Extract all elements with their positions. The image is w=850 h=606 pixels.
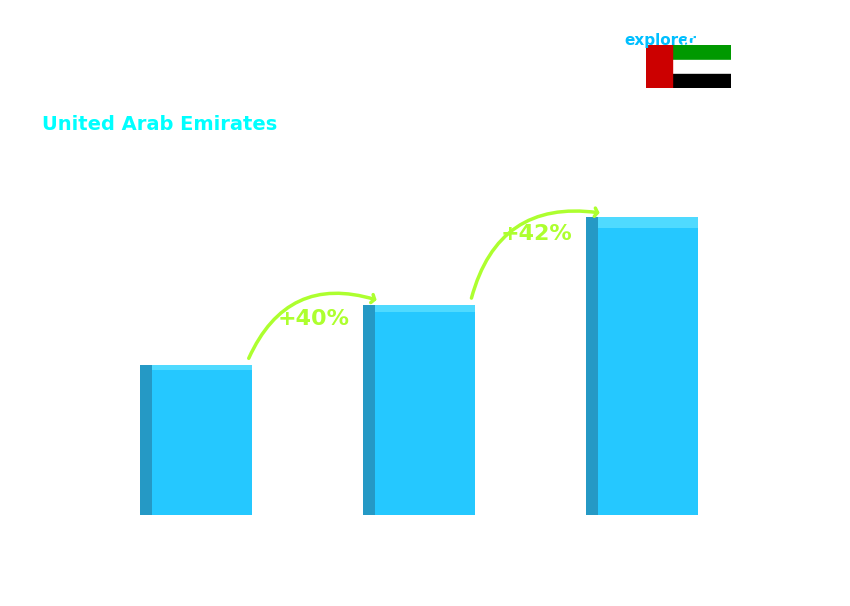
Bar [151, 365, 252, 370]
Bar [646, 74, 731, 88]
Bar [646, 45, 672, 88]
Text: 2,950 AED: 2,950 AED [87, 329, 183, 347]
Text: 4,130 AED: 4,130 AED [377, 269, 473, 287]
Bar [151, 365, 252, 515]
Text: Salary Comparison By Education: Salary Comparison By Education [42, 39, 551, 67]
Text: United Arab Emirates: United Arab Emirates [42, 115, 278, 134]
Bar [375, 305, 475, 312]
Text: .com: .com [680, 33, 721, 48]
Bar [646, 59, 731, 74]
Text: Average Monthly Salary: Average Monthly Salary [811, 267, 821, 400]
Bar [586, 218, 598, 515]
Bar [598, 218, 699, 515]
Text: +42%: +42% [501, 224, 572, 244]
Bar [375, 305, 475, 515]
Bar [363, 305, 375, 515]
Text: salary: salary [578, 33, 631, 48]
Bar [646, 45, 731, 59]
Bar [598, 218, 699, 228]
Text: +40%: +40% [277, 309, 349, 329]
Text: explorer: explorer [625, 33, 697, 48]
Text: 5,850 AED: 5,850 AED [656, 181, 752, 199]
Bar [139, 365, 151, 515]
Text: Civil Servant: Civil Servant [42, 82, 166, 101]
